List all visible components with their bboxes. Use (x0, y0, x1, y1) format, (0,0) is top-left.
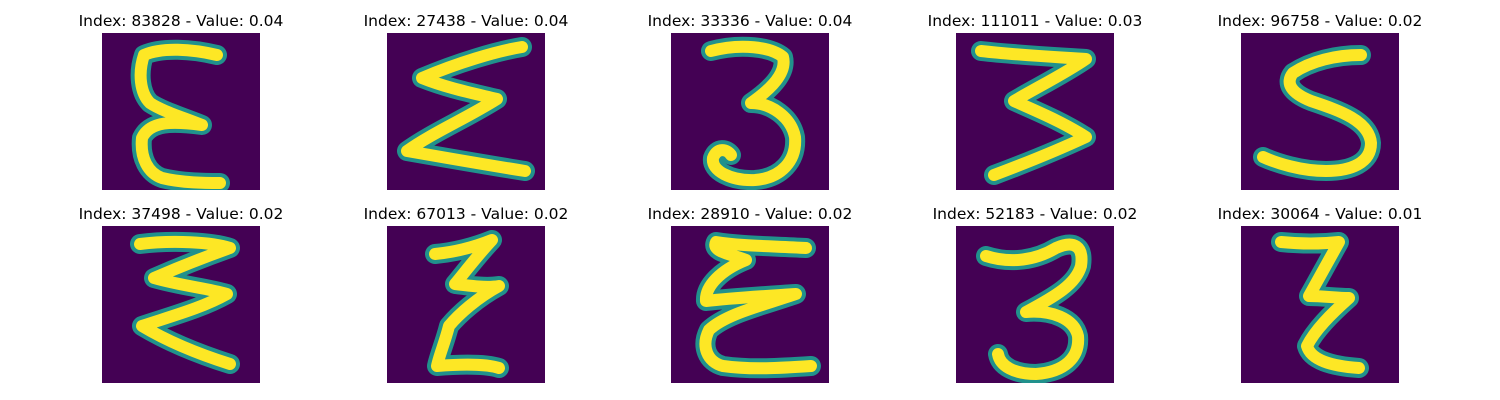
panel: Index: 33336 - Value: 0.04 (630, 12, 870, 192)
panel-title: Index: 30064 - Value: 0.01 (1217, 205, 1423, 223)
panel-title: Index: 111011 - Value: 0.03 (927, 12, 1143, 30)
panel-title: Index: 52183 - Value: 0.02 (932, 205, 1138, 223)
panel-title: Index: 96758 - Value: 0.02 (1217, 12, 1423, 30)
panel: Index: 52183 - Value: 0.02 (915, 205, 1155, 385)
panel: Index: 83828 - Value: 0.04 (61, 12, 301, 192)
panel: Index: 28910 - Value: 0.02 (630, 205, 870, 385)
panel: Index: 27438 - Value: 0.04 (346, 12, 586, 192)
panel-title: Index: 28910 - Value: 0.02 (647, 205, 853, 223)
digit-image (1241, 33, 1399, 190)
panel: Index: 37498 - Value: 0.02 (61, 205, 301, 385)
digit-image (102, 33, 260, 190)
panel-title: Index: 33336 - Value: 0.04 (647, 12, 853, 30)
digit-image (671, 226, 829, 383)
digit-image (671, 33, 829, 190)
digit-image (1241, 226, 1399, 383)
panel-title: Index: 27438 - Value: 0.04 (363, 12, 569, 30)
panel: Index: 67013 - Value: 0.02 (346, 205, 586, 385)
panel: Index: 96758 - Value: 0.02 (1200, 12, 1440, 192)
panel-title: Index: 37498 - Value: 0.02 (78, 205, 284, 223)
digit-image (387, 33, 545, 190)
panel-title: Index: 83828 - Value: 0.04 (78, 12, 284, 30)
panel: Index: 111011 - Value: 0.03 (915, 12, 1155, 192)
digit-image (956, 226, 1114, 383)
digit-image (956, 33, 1114, 190)
digit-image (387, 226, 545, 383)
digit-image (102, 226, 260, 383)
panel-title: Index: 67013 - Value: 0.02 (363, 205, 569, 223)
panel: Index: 30064 - Value: 0.01 (1200, 205, 1440, 385)
